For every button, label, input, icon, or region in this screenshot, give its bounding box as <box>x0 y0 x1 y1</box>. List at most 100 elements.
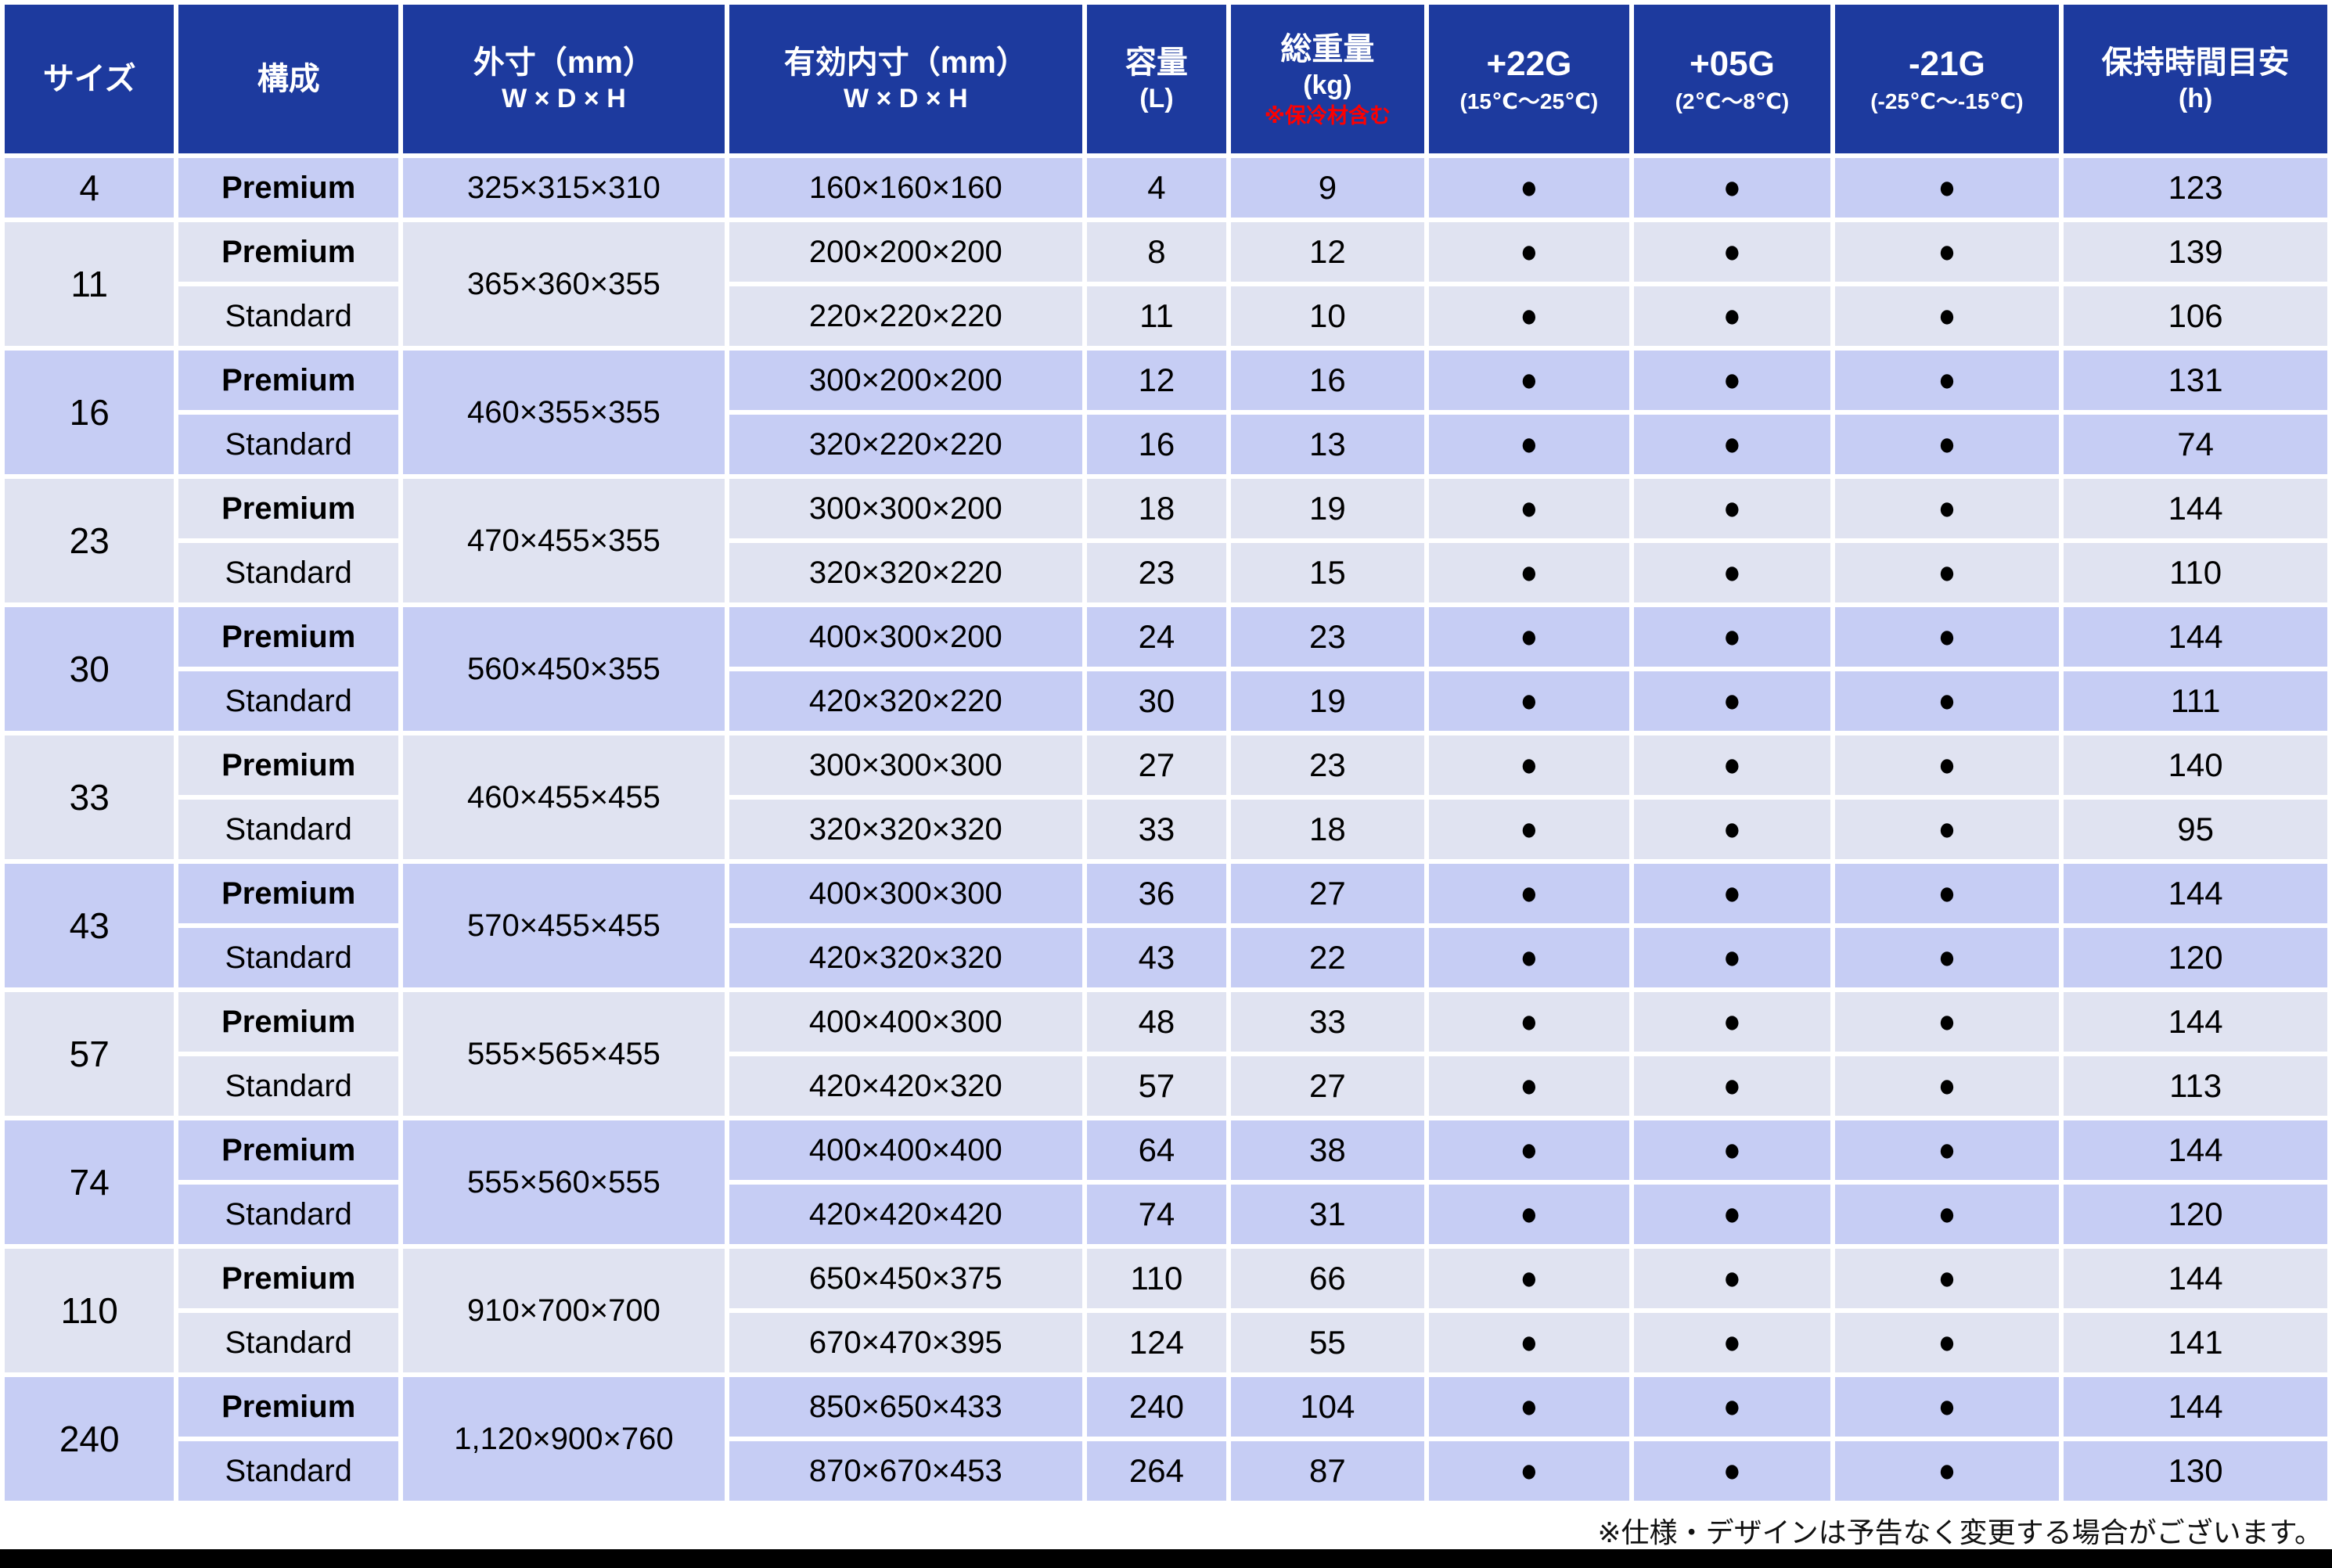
table-row: 11 Premium 365×360×355 200×200×200 8 12 ● ● ● 139 <box>5 222 2327 346</box>
g22-dot-cell: ● <box>1428 992 1630 1052</box>
inner-dims-cell: 420×320×220 <box>729 671 1082 731</box>
weight-cell: 13 <box>1231 415 1424 474</box>
presence-dot: ● <box>1722 1066 1741 1104</box>
hold-time-cell: 113 <box>2064 1056 2327 1116</box>
g05-dot-cell: ● <box>1634 992 1830 1052</box>
bottom-bar <box>0 1549 2332 1568</box>
g05-dot-cell: ● <box>1634 671 1830 731</box>
spec-table-body: 4 Premium 325×315×310 160×160×160 4 9 ● ● ● 123 11… <box>5 158 2327 1501</box>
presence-dot: ● <box>1520 489 1538 527</box>
presence-dot: ● <box>1520 297 1538 334</box>
g22-dot-cell: ● <box>1428 1056 1630 1116</box>
presence-dot: ● <box>1520 168 1538 206</box>
col-header-config-label: 構成 <box>257 62 320 96</box>
g21-dot-cell: ● <box>1834 928 2060 987</box>
table-row: Standard 320×320×220 23 15 ● ● ● 110 <box>5 543 2327 602</box>
g22-dot-cell: ● <box>1428 864 1630 923</box>
inner-dims-cell: 320×320×220 <box>729 543 1082 602</box>
g22-dot-cell: ● <box>1428 1185 1630 1244</box>
presence-dot: ● <box>1938 297 1956 334</box>
config-cell: Standard <box>178 286 398 346</box>
g22-dot-cell: ● <box>1428 351 1630 410</box>
g05-dot-cell: ● <box>1634 1185 1830 1244</box>
col-header-size-label: サイズ <box>42 62 136 96</box>
config-cell: Premium <box>178 607 398 667</box>
inner-dims-cell: 300×200×200 <box>729 351 1082 410</box>
table-row: Standard 420×420×320 57 27 ● ● ● 113 <box>5 1056 2327 1116</box>
g22-dot-cell: ● <box>1428 543 1630 602</box>
table-row: 23 Premium 470×455×355 300×300×200 18 19 ● ● ● 14… <box>5 479 2327 602</box>
g22-dot-cell: ● <box>1428 800 1630 859</box>
outer-dims-cell: 555×560×555 <box>403 1120 725 1244</box>
col-header-hold-time: 保持時間目安 (h) <box>2064 5 2327 153</box>
presence-dot: ● <box>1520 425 1538 462</box>
outer-dims-cell: 460×455×455 <box>403 735 725 859</box>
hold-time-cell: 144 <box>2064 1377 2327 1437</box>
outer-dims-cell: 555×565×455 <box>403 992 725 1116</box>
g21-dot-cell: ● <box>1834 992 2060 1052</box>
table-row: 110 Premium 910×700×700 650×450×375 110 66 ● ● ●… <box>5 1249 2327 1372</box>
presence-dot: ● <box>1722 1259 1741 1296</box>
capacity-cell: 64 <box>1086 1120 1227 1180</box>
hold-time-cell: 144 <box>2064 864 2327 923</box>
inner-dims-cell: 160×160×160 <box>729 158 1082 218</box>
presence-dot: ● <box>1722 489 1741 527</box>
presence-dot: ● <box>1938 617 1956 655</box>
capacity-unit: (L) <box>1139 83 1174 113</box>
size-cell: 30 <box>5 607 175 731</box>
table-row: 57 Premium 555×565×455 400×400×300 48 33 ● ● ● 14… <box>5 992 2327 1116</box>
config-cell: Premium <box>178 222 398 282</box>
inner-dims-cell: 420×420×320 <box>729 1056 1082 1116</box>
weight-cell: 16 <box>1231 351 1424 410</box>
outer-dims-cell: 325×315×310 <box>403 158 725 218</box>
g05-dot-cell: ● <box>1634 1441 1830 1501</box>
capacity-cell: 4 <box>1086 158 1227 218</box>
capacity-cell: 43 <box>1086 928 1227 987</box>
presence-dot: ● <box>1938 361 1956 398</box>
g05-dot-cell: ● <box>1634 1120 1830 1180</box>
capacity-cell: 16 <box>1086 415 1227 474</box>
presence-dot: ● <box>1722 1195 1741 1232</box>
g05-dot-cell: ● <box>1634 735 1830 795</box>
config-cell: Premium <box>178 1377 398 1437</box>
hold-time-cell: 144 <box>2064 1120 2327 1180</box>
footer-note: ※仕様・デザインは予告なく変更する場合がございます。 <box>1597 1516 2323 1548</box>
g22-dot-cell: ● <box>1428 479 1630 538</box>
config-cell: Standard <box>178 1441 398 1501</box>
col-header-plus22g: +22G (15℃～25℃) <box>1428 5 1630 153</box>
weight-cell: 10 <box>1231 286 1424 346</box>
table-row: Standard 320×220×220 16 13 ● ● ● 74 <box>5 415 2327 474</box>
presence-dot: ● <box>1722 425 1741 462</box>
inner-dims-cell: 300×300×300 <box>729 735 1082 795</box>
presence-dot: ● <box>1722 617 1741 655</box>
weight-cell: 87 <box>1231 1441 1424 1501</box>
weight-cell: 55 <box>1231 1313 1424 1372</box>
outer-dims-cell: 570×455×455 <box>403 864 725 987</box>
outer-dims-cell: 460×355×355 <box>403 351 725 474</box>
presence-dot: ● <box>1520 1131 1538 1168</box>
weight-cell: 66 <box>1231 1249 1424 1308</box>
col-header-weight: 総重量 (kg) ※保冷材含む <box>1231 5 1424 153</box>
plus22g-title: +22G <box>1486 44 1572 83</box>
size-cell: 4 <box>5 158 175 218</box>
presence-dot: ● <box>1938 1066 1956 1104</box>
col-header-inner-dims: 有効内寸（mm） W × D × H <box>729 5 1082 153</box>
capacity-cell: 27 <box>1086 735 1227 795</box>
presence-dot: ● <box>1938 425 1956 462</box>
presence-dot: ● <box>1938 168 1956 206</box>
table-row: Standard 420×320×220 30 19 ● ● ● 111 <box>5 671 2327 731</box>
minus21g-range: (-25℃～-15℃) <box>1870 88 2024 113</box>
weight-cell: 38 <box>1231 1120 1424 1180</box>
size-cell: 57 <box>5 992 175 1116</box>
g21-dot-cell: ● <box>1834 479 2060 538</box>
config-cell: Standard <box>178 1185 398 1244</box>
col-header-outer-dims: 外寸（mm） W × D × H <box>403 5 725 153</box>
plus05g-range: (2℃～8℃) <box>1675 88 1790 113</box>
g05-dot-cell: ● <box>1634 415 1830 474</box>
size-cell: 74 <box>5 1120 175 1244</box>
presence-dot: ● <box>1722 874 1741 912</box>
g05-dot-cell: ● <box>1634 1249 1830 1308</box>
table-row: Standard 870×670×453 264 87 ● ● ● 130 <box>5 1441 2327 1501</box>
hold-time-cell: 111 <box>2064 671 2327 731</box>
